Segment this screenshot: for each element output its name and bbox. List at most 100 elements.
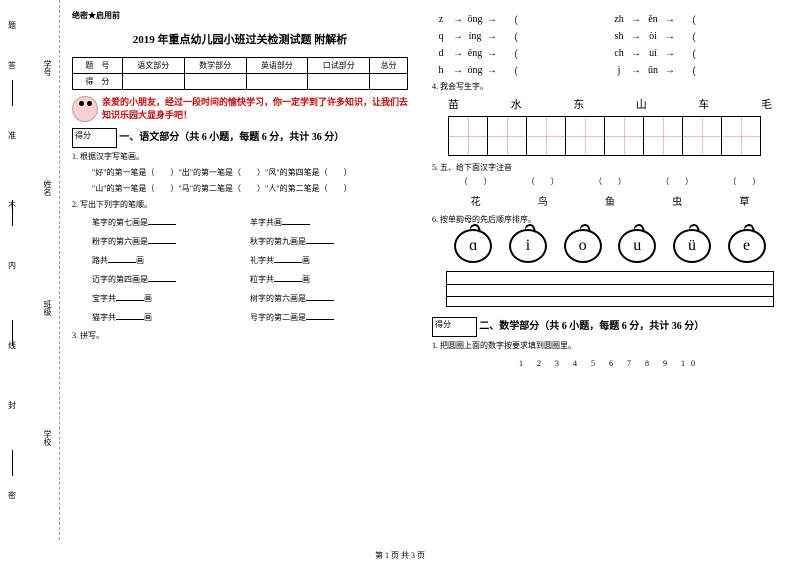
- arrow-icon: →: [665, 48, 675, 59]
- cell[interactable]: [122, 74, 184, 90]
- margin-label: 学号: [42, 60, 53, 76]
- arrow-icon: →: [631, 48, 641, 59]
- question-line: "好"的第一笔是（ ）"出"的第一笔是（ ）"风"的第四笔是（ ）: [92, 167, 408, 178]
- initial: j: [610, 65, 628, 76]
- arrow-icon: →: [453, 14, 463, 25]
- right-column: z→ōng→（ zh→ěn→（ q→íng→（ sh→òi→（ d→ēng→（ …: [420, 0, 800, 540]
- tian-cell[interactable]: [526, 116, 566, 156]
- answer-paren[interactable]: （: [686, 12, 696, 27]
- char: 鱼: [605, 193, 615, 208]
- label: 号字的第二画是: [250, 313, 306, 322]
- label: 路共: [92, 256, 108, 265]
- answer-paren[interactable]: （: [508, 12, 518, 27]
- blank[interactable]: [306, 293, 334, 301]
- cell[interactable]: [184, 74, 246, 90]
- score-box[interactable]: 得分: [72, 128, 117, 148]
- char: 水: [511, 96, 522, 112]
- blank[interactable]: [116, 293, 144, 301]
- label: 树字的第六画是: [250, 294, 306, 303]
- tian-cell[interactable]: [721, 116, 761, 156]
- initial: d: [432, 48, 450, 59]
- initial: zh: [610, 14, 628, 25]
- tian-cell[interactable]: [565, 116, 605, 156]
- four-line-grid[interactable]: [446, 271, 774, 307]
- margin-char: 线: [8, 340, 16, 351]
- label: 迈字的第四画是: [92, 275, 148, 284]
- tian-cell[interactable]: [682, 116, 722, 156]
- answer-paren[interactable]: （: [508, 46, 518, 61]
- pinyin-row: h→óng→（ j→ūn→（: [432, 63, 788, 78]
- answer-paren[interactable]: （: [508, 63, 518, 78]
- answer-paren[interactable]: （: [686, 46, 696, 61]
- apple-row: ɑ i o u ü e: [446, 229, 774, 263]
- stroke-item: 笔字的第七画是: [92, 217, 250, 228]
- stroke-item: 粒字共画: [250, 274, 408, 285]
- arrow-icon: →: [665, 14, 675, 25]
- answer-paren[interactable]: （ ）: [460, 176, 492, 187]
- answer-paren[interactable]: （: [686, 63, 696, 78]
- margin-label: 班级: [42, 300, 53, 316]
- tian-grid: [448, 116, 772, 156]
- margin-line: [12, 200, 13, 226]
- number-list: 1 2 3 4 5 6 7 8 9 10: [432, 359, 788, 368]
- question: 3. 拼写。: [72, 330, 408, 341]
- answer-paren[interactable]: （: [686, 29, 696, 44]
- arrow-icon: →: [487, 14, 497, 25]
- label: 秋字的第九画是: [250, 237, 306, 246]
- stroke-item: 迈字的第四画是: [92, 274, 250, 285]
- char: 草: [739, 193, 749, 208]
- initial: z: [432, 14, 450, 25]
- section-title: 一、语文部分（共 6 小题，每题 6 分，共计 36 分）: [119, 132, 344, 143]
- blank[interactable]: [148, 236, 176, 244]
- tian-cell[interactable]: [448, 116, 488, 156]
- apple-icon: i: [509, 229, 547, 263]
- tian-cell[interactable]: [604, 116, 644, 156]
- cell: 英语部分: [246, 58, 308, 74]
- cell[interactable]: [246, 74, 308, 90]
- apple-icon: o: [564, 229, 602, 263]
- arrow-icon: →: [665, 31, 675, 42]
- intro-text: 亲爱的小朋友，经过一段时间的愉快学习，你一定学到了许多知识，让我们去知识乐园大显…: [102, 96, 408, 121]
- page: 题 答 学号 准 姓名 不 内 班级 线 封 学校 密 绝密★启用前 2019 …: [0, 0, 800, 540]
- margin-char: 准: [8, 130, 16, 141]
- cell[interactable]: [308, 74, 370, 90]
- label: 画: [144, 294, 152, 303]
- arrow-icon: →: [631, 65, 641, 76]
- margin-char: 答: [8, 60, 16, 71]
- cell[interactable]: [370, 74, 408, 90]
- blank[interactable]: [274, 274, 302, 282]
- tian-cell[interactable]: [487, 116, 527, 156]
- pinyin-pair: zh→ěn→（: [610, 12, 788, 27]
- blank[interactable]: [148, 217, 176, 225]
- answer-paren[interactable]: （: [508, 29, 518, 44]
- blank[interactable]: [274, 255, 302, 263]
- tian-cell[interactable]: [643, 116, 683, 156]
- blank[interactable]: [108, 255, 136, 263]
- blank[interactable]: [148, 274, 176, 282]
- answer-paren[interactable]: （ ）: [728, 176, 760, 187]
- question: 1. 把圆圈上面的数字按要求填到圆圈里。: [432, 340, 788, 351]
- stroke-item: 猫字共画: [92, 312, 250, 323]
- question: 2. 写出下列字的笔顺。: [72, 199, 408, 210]
- cell: 得 分: [73, 74, 123, 90]
- final: óng: [466, 65, 484, 76]
- blank[interactable]: [306, 236, 334, 244]
- char: 花: [471, 193, 481, 208]
- arrow-icon: →: [453, 65, 463, 76]
- pinyin-pair: q→íng→（: [432, 29, 610, 44]
- blank[interactable]: [116, 312, 144, 320]
- answer-paren[interactable]: （ ）: [527, 176, 559, 187]
- section-header: 得分 二、数学部分（共 6 小题，每题 6 分，共计 36 分）: [432, 317, 788, 337]
- answer-paren[interactable]: （ ）: [661, 176, 693, 187]
- secret-label: 绝密★启用前: [72, 10, 408, 21]
- label: 宝字共: [92, 294, 116, 303]
- section-header: 得分 一、语文部分（共 6 小题，每题 6 分，共计 36 分）: [72, 128, 408, 148]
- arrow-icon: →: [487, 48, 497, 59]
- label: 笔字的第七画是: [92, 218, 148, 227]
- score-box[interactable]: 得分: [432, 317, 477, 337]
- blank[interactable]: [306, 312, 334, 320]
- answer-paren[interactable]: （ ）: [594, 176, 626, 187]
- blank[interactable]: [282, 217, 310, 225]
- table-row: 题 号 语文部分 数学部分 英语部分 口试部分 总分: [73, 58, 408, 74]
- label: 粒字共: [250, 275, 274, 284]
